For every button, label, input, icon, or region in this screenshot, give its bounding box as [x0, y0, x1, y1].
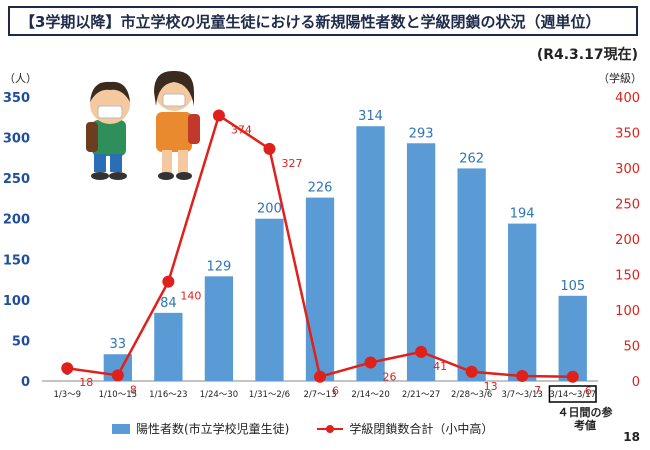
reference-note: ４日間の参考値	[557, 406, 613, 432]
children-illustration	[86, 70, 200, 180]
bar	[558, 295, 587, 381]
line-value-label: 13	[484, 380, 498, 393]
page-number: 18	[623, 430, 640, 444]
line-point	[111, 369, 124, 382]
line-point	[212, 109, 225, 122]
bar-value-label: 200	[257, 202, 282, 217]
line-point	[364, 356, 377, 369]
line-value-label: 327	[281, 157, 302, 170]
right-axis-tick-label: 150	[615, 269, 640, 284]
x-axis-category-label: 3/14～3/17	[549, 390, 596, 400]
bar	[508, 223, 537, 381]
bar	[305, 197, 335, 381]
chart-legend: 陽性者数(市立学校児童生徒) 学級閉鎖数合計（小中高）	[112, 420, 493, 437]
line-point	[516, 370, 529, 383]
left-axis-tick-label: 300	[3, 132, 30, 147]
left-axis-tick-label: 100	[3, 294, 30, 309]
bar	[255, 218, 284, 381]
line-value-label: 6	[332, 385, 339, 398]
line-value-label: 18	[79, 376, 93, 389]
x-axis-category-label: 2/28～3/6	[451, 390, 492, 400]
left-axis-tick-label: 0	[21, 375, 30, 390]
line-point	[162, 275, 175, 288]
x-axis-category-label: 1/16～23	[149, 390, 187, 400]
line-point	[61, 362, 74, 375]
right-axis-tick-label: 350	[615, 127, 640, 142]
x-axis-category-label: 1/3～9	[53, 390, 81, 400]
bar	[406, 143, 436, 381]
line-value-label: 6	[585, 385, 592, 398]
x-axis-category-label: 1/24～30	[200, 390, 238, 400]
right-axis-unit: （学級）	[598, 72, 642, 85]
chart-title: 【3学期以降】市立学校の児童生徒における新規陽性者数と学級閉鎖の状況（週単位）	[8, 6, 638, 36]
bar-value-label: 33	[110, 337, 127, 352]
legend-item-line: 学級閉鎖数合計（小中高）	[317, 420, 493, 437]
bar	[154, 312, 183, 381]
girl-figure	[154, 70, 200, 180]
line-point	[465, 365, 478, 378]
line-value-label: 26	[383, 371, 397, 384]
bar-value-label: 293	[409, 126, 434, 141]
x-axis-category-label: 1/31～2/6	[249, 390, 290, 400]
left-axis-unit: （人）	[4, 72, 37, 85]
right-axis-tick-label: 50	[623, 340, 640, 355]
right-axis-tick-label: 400	[615, 91, 640, 106]
highlight-box	[548, 385, 597, 403]
bar-value-label: 129	[206, 259, 231, 274]
legend-label-line: 学級閉鎖数合計（小中高）	[349, 422, 494, 436]
bar-value-label: 226	[308, 181, 333, 196]
as-of-date: (R4.3.17現在)	[536, 47, 638, 63]
line-point	[415, 345, 428, 358]
left-axis-tick-label: 50	[12, 334, 30, 349]
bar	[204, 276, 234, 381]
legend-label-bars: 陽性者数(市立学校児童生徒)	[136, 422, 290, 436]
bar-value-label: 84	[160, 296, 177, 311]
line-value-label: 8	[130, 383, 137, 396]
line-value-label: 7	[534, 384, 541, 397]
x-axis-category-label: 2/14～20	[351, 390, 389, 400]
bar	[356, 126, 385, 381]
right-axis-tick-label: 300	[615, 162, 640, 177]
legend-item-bars: 陽性者数(市立学校児童生徒)	[112, 420, 289, 437]
right-axis-tick-label: 200	[615, 233, 640, 248]
right-axis-tick-label: 100	[615, 304, 640, 319]
left-axis-tick-label: 150	[3, 253, 30, 268]
right-axis-tick-label: 0	[632, 375, 640, 390]
bar-value-label: 314	[358, 109, 383, 124]
bar-value-label: 105	[560, 279, 585, 294]
x-axis-category-label: 3/7～3/13	[502, 390, 543, 400]
left-axis-tick-label: 350	[3, 91, 30, 106]
bar	[457, 168, 486, 381]
line-point	[263, 142, 276, 155]
right-axis-tick-label: 250	[615, 198, 640, 213]
left-axis-tick-label: 250	[3, 172, 30, 187]
x-axis-category-label: 2/7～13	[304, 390, 337, 400]
line-value-label: 41	[433, 360, 447, 373]
left-axis-tick-label: 200	[3, 213, 30, 228]
line-point	[566, 370, 579, 383]
line-point	[314, 370, 326, 383]
bar-value-label: 194	[510, 207, 535, 222]
legend-bar-swatch	[112, 423, 130, 434]
line-value-label: 374	[231, 123, 252, 136]
bar-value-label: 262	[459, 151, 484, 166]
boy-figure	[86, 81, 130, 180]
x-axis-category-label: 1/10～15	[99, 390, 137, 400]
x-axis-category-label: 2/21～27	[402, 390, 440, 400]
line-value-label: 140	[180, 290, 201, 303]
legend-line-swatch	[317, 424, 344, 434]
